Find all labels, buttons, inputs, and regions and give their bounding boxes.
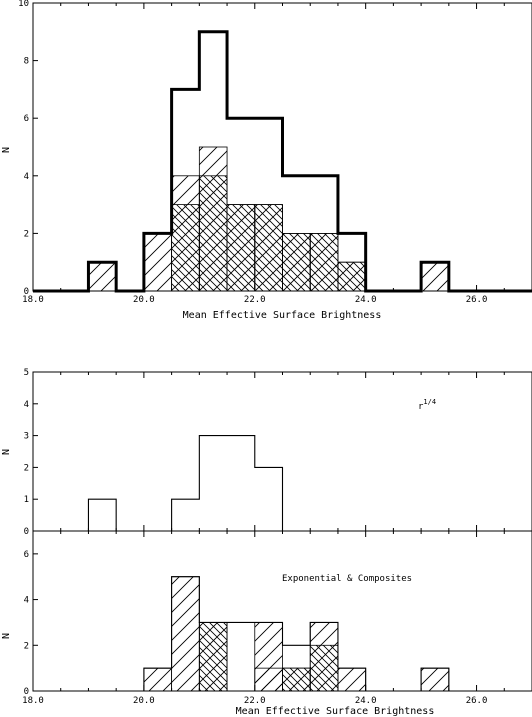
top-hatch-back-bar	[198, 175, 228, 292]
top-x-tick-label: 26.0	[466, 295, 488, 305]
middle-outline-bar	[199, 436, 227, 531]
middle-outline-bar	[255, 467, 283, 531]
bottom-hatch-back-2-bar	[309, 644, 339, 692]
top-hatch-back-bar	[171, 204, 200, 292]
middle-histogram: 0 1 2 3 4 5 N r1/4	[1, 368, 532, 537]
bottom-y-tick-label: 6	[24, 550, 29, 560]
bottom-x-tick-label: 18.0	[22, 696, 44, 706]
top-x-tick-label: 20.0	[133, 295, 155, 305]
top-hatch-back-bar	[282, 232, 311, 292]
top-y-tick-label: 6	[24, 114, 29, 124]
bottom-x-tick-label: 20.0	[133, 696, 155, 706]
middle-outline-bar	[227, 436, 255, 531]
middle-outline-bar	[88, 499, 116, 531]
top-hatch-forward-bar	[420, 261, 450, 292]
bottom-histogram: 0 2 4 6 18.0 20.0 22.0 24.0 26.0 N Exponential &…	[1, 530, 532, 717]
bottom-hatch-forward-bar	[171, 576, 200, 692]
top-x-tick-label: 24.0	[355, 295, 377, 305]
bottom-hatch-back-bar	[198, 622, 228, 692]
bottom-y-axis-label: N	[1, 633, 12, 639]
top-hatch-back-bar	[254, 204, 283, 292]
bottom-hatch-back-2-bar	[282, 667, 311, 692]
top-step-outline	[33, 30, 532, 293]
top-y-tick-label: 2	[24, 229, 29, 239]
bottom-hatch-forward-2-bar	[420, 667, 450, 692]
top-histogram: 0 2 4 6 8 10 18.0 20.0 22.0 24.0 26.0 N Mean Effec…	[1, 0, 532, 321]
bottom-annotation: Exponential & Composites	[282, 574, 412, 584]
bottom-hatch-forward-bar	[143, 667, 173, 692]
bottom-x-tick-label: 22.0	[244, 696, 266, 706]
top-hatch-forward-bar	[88, 261, 117, 292]
bottom-hatch-forward-2-bar	[254, 667, 283, 692]
top-x-tick-label: 18.0	[22, 295, 44, 305]
bottom-x-tick-label: 26.0	[466, 696, 488, 706]
bottom-histogram-marks	[33, 576, 532, 692]
bottom-axes: 0 2 4 6 18.0 20.0 22.0 24.0 26.0	[22, 531, 532, 706]
top-hatch-back-bar	[226, 204, 256, 292]
middle-outline-bar	[172, 499, 200, 531]
top-histogram-marks	[33, 30, 532, 293]
bottom-y-tick-label: 0	[24, 687, 29, 697]
middle-step-outline	[33, 435, 532, 532]
top-hatch-back-bar	[309, 232, 339, 292]
middle-y-tick-label: 0	[24, 527, 29, 537]
top-x-axis-label: Mean Effective Surface Brightness	[183, 310, 382, 321]
bottom-y-tick-label: 4	[24, 596, 29, 606]
top-hatch-forward-bar	[143, 232, 173, 292]
top-y-tick-label: 4	[24, 172, 29, 182]
middle-y-tick-label: 1	[24, 495, 29, 505]
bottom-y-tick-label: 2	[24, 641, 29, 651]
top-y-tick-label: 10	[18, 0, 29, 9]
top-axes: 0 2 4 6 8 10 18.0 20.0 22.0 24.0 26.0	[18, 0, 532, 305]
top-x-tick-label: 22.0	[244, 295, 266, 305]
middle-axes: 0 1 2 3 4 5	[24, 368, 532, 537]
middle-y-tick-label: 5	[24, 368, 29, 378]
middle-y-axis-label: N	[1, 449, 12, 455]
middle-histogram-marks	[33, 435, 532, 532]
top-hatch-back-bar	[337, 261, 367, 292]
middle-y-tick-label: 3	[24, 432, 29, 442]
top-y-tick-label: 8	[24, 57, 29, 67]
middle-annotation: r1/4	[418, 398, 436, 412]
top-y-tick-label: 0	[24, 287, 29, 297]
bottom-x-axis-label: Mean Effective Surface Brightness	[236, 706, 435, 717]
bottom-step-outline	[33, 576, 532, 692]
middle-y-tick-label: 4	[24, 400, 29, 410]
middle-y-tick-label: 2	[24, 463, 29, 473]
bottom-outline-bar	[227, 622, 255, 691]
bottom-hatch-forward-2-bar	[337, 667, 367, 692]
bottom-x-tick-label: 24.0	[355, 696, 377, 706]
top-y-axis-label: N	[1, 147, 12, 153]
